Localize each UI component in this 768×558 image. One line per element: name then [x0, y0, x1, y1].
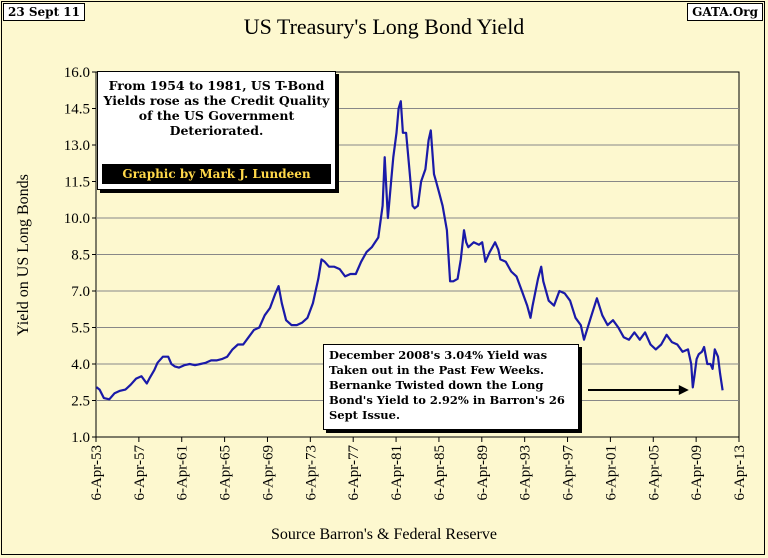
date-tag: 23 Sept 11: [3, 3, 85, 21]
top-annotation-box: From 1954 to 1981, US T-Bond Yields rose…: [97, 71, 336, 190]
x-tick-label: 6-Apr-69: [260, 445, 276, 501]
annotation-arrow-head: [678, 385, 689, 395]
x-tick-label: 6-Apr-77: [346, 445, 362, 501]
y-tick-label: 5.5: [71, 321, 90, 337]
top-annotation-text: From 1954 to 1981, US T-Bond Yields rose…: [103, 78, 330, 138]
y-tick-label: 13.0: [64, 138, 90, 154]
y-tick-label: 10.0: [64, 211, 90, 227]
y-axis-label: Yield on US Long Bonds: [15, 174, 32, 336]
x-tick-label: 6-Apr-53: [89, 445, 105, 501]
bottom-annotation-box: December 2008's 3.04% Yield was Taken ou…: [323, 344, 579, 430]
y-tick-label: 14.5: [64, 102, 90, 118]
series-layer: [95, 100, 724, 401]
y-tick-label: 8.5: [71, 248, 90, 264]
x-tick-label: 6-Apr-89: [475, 445, 491, 501]
x-tick-label: 6-Apr-81: [389, 445, 405, 501]
chart-title: US Treasury's Long Bond Yield: [243, 14, 525, 39]
credit-bar: Graphic by Mark J. Lundeen: [102, 164, 331, 184]
gata-source-tag: GATA.Org: [687, 3, 763, 21]
y-tick-label: 2.5: [71, 394, 90, 410]
x-tick-label: 6-Apr-97: [561, 445, 577, 501]
x-tick-label: 6-Apr-57: [132, 445, 148, 501]
x-tick-label: 6-Apr-93: [518, 445, 534, 501]
x-tick-label: 6-Apr-65: [218, 445, 234, 501]
y-tick-label: 4.0: [71, 357, 90, 373]
y-tick-label: 7.0: [71, 284, 90, 300]
x-tick-label: 6-Apr-73: [303, 445, 319, 501]
x-tick-label: 6-Apr-85: [432, 445, 448, 501]
footer-source: Source Barron's & Federal Reserve: [271, 526, 497, 543]
bottom-annotation-text: December 2008's 3.04% Yield was Taken ou…: [329, 348, 565, 422]
y-tick-label: 16.0: [64, 65, 90, 81]
x-tick-label: 6-Apr-61: [175, 445, 191, 501]
annotation-layer: [588, 385, 689, 395]
x-tick-label: 6-Apr-09: [689, 445, 705, 501]
yield-series-line: [95, 100, 724, 401]
y-tick-label: 1.0: [71, 430, 90, 446]
axis-layer: 1.0 2.5 4.0 5.5 7.0 8.5 10.0 11.5 13.0 14.5 16.0 6-…: [64, 65, 748, 501]
x-tick-label: 6-Apr-13: [732, 445, 748, 501]
x-tick-label: 6-Apr-05: [646, 445, 662, 501]
y-tick-label: 11.5: [64, 175, 90, 191]
x-tick-label: 6-Apr-01: [603, 445, 619, 501]
